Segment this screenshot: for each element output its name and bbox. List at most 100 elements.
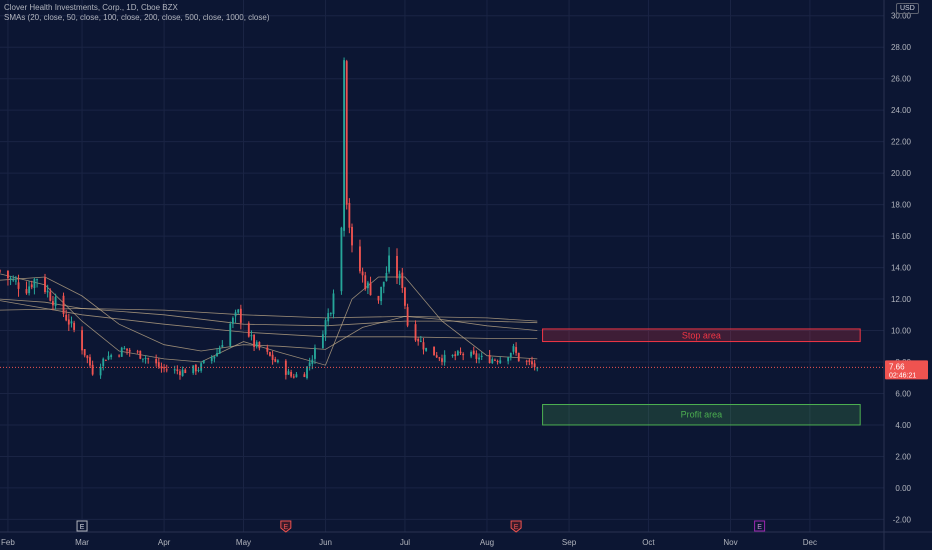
candle[interactable] [528,358,531,366]
earnings-marker[interactable]: E [510,520,522,533]
candle[interactable] [470,350,473,359]
candle[interactable] [348,198,351,234]
candle[interactable] [419,335,422,343]
candle[interactable] [250,330,253,341]
candle[interactable] [258,341,261,351]
candle[interactable] [525,359,528,366]
candle[interactable] [202,359,205,364]
candle[interactable] [28,280,31,296]
candle[interactable] [231,316,234,329]
candle[interactable] [136,349,139,354]
candle[interactable] [443,350,446,366]
candle[interactable] [308,357,311,371]
candle[interactable] [512,343,515,355]
candle[interactable] [102,357,105,371]
candle[interactable] [179,369,181,380]
candle[interactable] [30,280,33,290]
candle[interactable] [311,355,314,370]
candle[interactable] [417,337,420,346]
candle[interactable] [359,239,361,274]
candle[interactable] [401,267,404,293]
candle[interactable] [176,365,179,375]
candle[interactable] [9,275,12,286]
candle[interactable] [396,248,398,284]
profit-area-zone[interactable]: Profit area [542,404,861,426]
candle[interactable] [380,286,383,306]
candle[interactable] [213,356,216,363]
candle[interactable] [515,342,518,356]
candle[interactable] [509,352,512,361]
candle[interactable] [472,346,475,355]
candle[interactable] [44,273,46,294]
candle[interactable] [49,288,52,302]
candle[interactable] [406,303,409,328]
candle[interactable] [327,308,330,327]
candle[interactable] [147,357,150,364]
candle[interactable] [345,59,348,210]
candle[interactable] [0,269,1,273]
candle[interactable] [499,356,502,364]
candle[interactable] [398,270,401,286]
candle[interactable] [165,364,168,373]
candle[interactable] [110,353,113,360]
candle[interactable] [181,366,184,377]
time-axis[interactable]: Feb Mar Apr May Jun Jul Aug Sep Oct Nov Dec [1,538,817,547]
candle[interactable] [81,326,83,355]
candle[interactable] [433,346,435,356]
candle[interactable] [192,365,195,375]
candle[interactable] [329,312,332,317]
candle[interactable] [340,226,343,295]
candle[interactable] [86,355,89,364]
candle[interactable] [385,266,388,282]
candle[interactable] [65,309,68,322]
candle[interactable] [369,276,372,296]
candle[interactable] [507,356,510,365]
candle[interactable] [126,348,128,355]
candle[interactable] [255,340,258,349]
price-axis[interactable]: 30.00 28.00 26.00 24.00 22.00 20.00 18.00 16.00… [891,12,912,525]
candle[interactable] [382,281,385,294]
candle[interactable] [144,355,147,364]
candle[interactable] [17,274,20,297]
candle[interactable] [123,345,126,350]
candle[interactable] [274,356,277,363]
candle[interactable] [388,247,390,274]
candle[interactable] [218,345,221,354]
candle[interactable] [377,295,380,304]
candle[interactable] [292,373,295,379]
candle[interactable] [404,286,406,310]
candle[interactable] [253,334,256,352]
candle[interactable] [83,349,86,358]
candle[interactable] [62,292,65,318]
candle[interactable] [314,344,316,364]
candle[interactable] [269,351,271,357]
earnings-marker[interactable]: E [280,520,292,533]
candle[interactable] [52,295,54,311]
earnings-marker[interactable]: E [754,520,766,532]
candle[interactable] [216,348,218,357]
candle[interactable] [184,368,187,374]
candle[interactable] [454,351,457,361]
candle[interactable] [234,309,237,323]
candle[interactable] [160,362,163,373]
candle[interactable] [414,320,417,342]
candle[interactable] [14,275,17,285]
candle[interactable] [276,359,279,364]
candle[interactable] [118,354,121,358]
candle[interactable] [531,356,533,368]
candle[interactable] [332,289,335,319]
candle[interactable] [438,356,441,362]
candle[interactable] [435,351,438,358]
candle[interactable] [237,308,240,315]
candle[interactable] [462,352,465,361]
candle[interactable] [284,359,287,380]
candle[interactable] [221,340,224,348]
candle[interactable] [247,321,250,338]
candle[interactable] [163,364,166,373]
candle[interactable] [351,223,353,253]
candle[interactable] [36,278,38,288]
candle[interactable] [324,318,327,342]
